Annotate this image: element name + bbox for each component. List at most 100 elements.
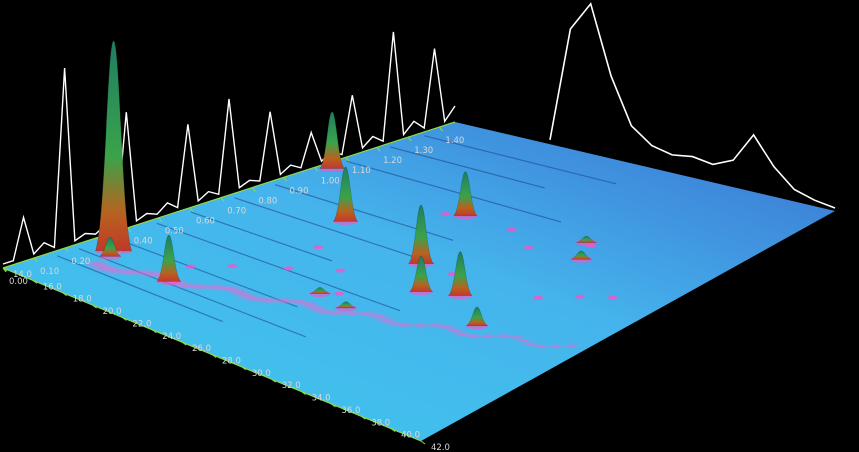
peak	[453, 171, 478, 217]
x-tick-label: 38.0	[371, 418, 390, 428]
peak	[332, 166, 359, 222]
x-tick-mark	[211, 354, 217, 358]
y-tick-label: 1.40	[445, 136, 464, 146]
ridge-speck	[607, 295, 618, 300]
x-tick-mark	[151, 329, 157, 334]
y-tick-mark	[189, 207, 194, 212]
x-tick-label: 32.0	[282, 381, 301, 391]
x-tick-mark	[420, 440, 426, 445]
ridge-blob	[478, 333, 499, 339]
x-tick-mark	[122, 317, 127, 321]
y-tick-label: 1.30	[414, 146, 433, 156]
y-tick-mark	[314, 167, 319, 172]
ridge-blob	[410, 322, 432, 328]
x-tick-label: 16.0	[43, 282, 62, 292]
x-tick-mark	[32, 279, 38, 284]
trace-layer	[2, 2, 836, 265]
x-tick-label: 18.0	[73, 295, 92, 305]
ridge-speck	[334, 291, 345, 296]
x-tick-mark	[331, 403, 336, 408]
y-tick-label: 0.60	[196, 217, 215, 227]
x-tick-mark	[360, 415, 366, 420]
ridge-speck	[533, 295, 544, 300]
x-tick-label: 40.0	[401, 431, 420, 441]
y-tick-mark	[283, 177, 287, 182]
y-tick-label: 0.10	[40, 267, 59, 277]
second-dimension-trace	[549, 2, 836, 209]
x-tick-label: 22.0	[132, 319, 151, 329]
y-tick-mark	[64, 247, 69, 253]
y-tick-label: 0.90	[290, 186, 309, 196]
ridge-speck	[185, 264, 196, 269]
peak-layer	[94, 40, 598, 330]
floor-streak	[346, 160, 562, 223]
y-tick-label: 1.10	[352, 166, 371, 176]
floor-streak	[390, 146, 545, 189]
x-tick-mark	[271, 378, 277, 383]
y-tick-mark	[376, 146, 381, 152]
x-tick-label: 24.0	[162, 332, 181, 342]
y-axis-line	[2, 121, 456, 269]
ridge-speck	[574, 294, 585, 299]
y-tick-mark	[127, 227, 132, 233]
ridge-blob	[546, 344, 566, 349]
y-tick-label: 0.80	[258, 196, 277, 206]
floor-streak	[190, 211, 333, 262]
x-tick-mark	[241, 366, 247, 371]
x-tick-mark	[390, 428, 396, 433]
y-tick-label: 0.50	[165, 227, 184, 237]
y-tick-mark	[33, 257, 38, 263]
y-tick-mark	[251, 187, 256, 192]
y-tick-label: 1.00	[321, 176, 340, 186]
peak	[309, 287, 331, 294]
x-tick-label: 28.0	[222, 357, 241, 367]
floor-streak	[234, 197, 435, 265]
floor-streak	[112, 236, 298, 308]
first-dimension-trace	[2, 31, 456, 265]
floor-streak	[78, 248, 306, 338]
x-tick-label: 26.0	[192, 344, 211, 354]
y-tick-label: 1.20	[383, 156, 402, 166]
peak	[99, 237, 122, 257]
peak	[570, 250, 592, 260]
y-tick-label: 0.20	[71, 257, 90, 267]
x-tick-label: 20.0	[103, 307, 122, 317]
peak	[408, 255, 434, 293]
y-tick-mark	[439, 126, 443, 132]
y-tick-mark	[158, 217, 163, 222]
ridge-blob	[532, 344, 551, 349]
x-tick-label: 34.0	[312, 394, 331, 404]
ridge-speck	[335, 268, 346, 273]
peak	[335, 301, 357, 309]
y-tick-mark	[345, 156, 350, 162]
peak	[95, 40, 132, 252]
ridge-blob	[463, 333, 484, 339]
y-tick-mark	[407, 136, 412, 142]
ridge-blob	[394, 322, 417, 329]
y-tick-label: 0.70	[227, 207, 246, 217]
y-tick-label: 0.40	[134, 237, 153, 247]
peak	[156, 234, 182, 282]
peak	[466, 306, 488, 327]
floor-streak	[56, 255, 224, 323]
peak	[319, 111, 345, 169]
x-tick-label: 30.0	[252, 369, 271, 379]
peak	[576, 235, 597, 243]
ridge-speck	[227, 264, 238, 269]
x-tick-mark	[181, 341, 187, 346]
y-tick-mark	[220, 197, 225, 202]
floor-streak	[156, 222, 401, 312]
ridge-speck	[523, 246, 534, 251]
ridge-speck	[313, 245, 324, 250]
ridge-speck	[440, 212, 451, 217]
ridge-speck	[283, 266, 294, 271]
x-tick-mark	[301, 391, 306, 395]
x-tick-label: 14.0	[13, 270, 32, 280]
x-tick-mark	[62, 292, 68, 297]
peak	[408, 204, 434, 265]
x-tick-label: 36.0	[341, 406, 360, 416]
y-tick-label: 0.00	[9, 277, 28, 287]
peak	[447, 251, 473, 296]
x-tick-label: 42.0	[431, 443, 450, 452]
